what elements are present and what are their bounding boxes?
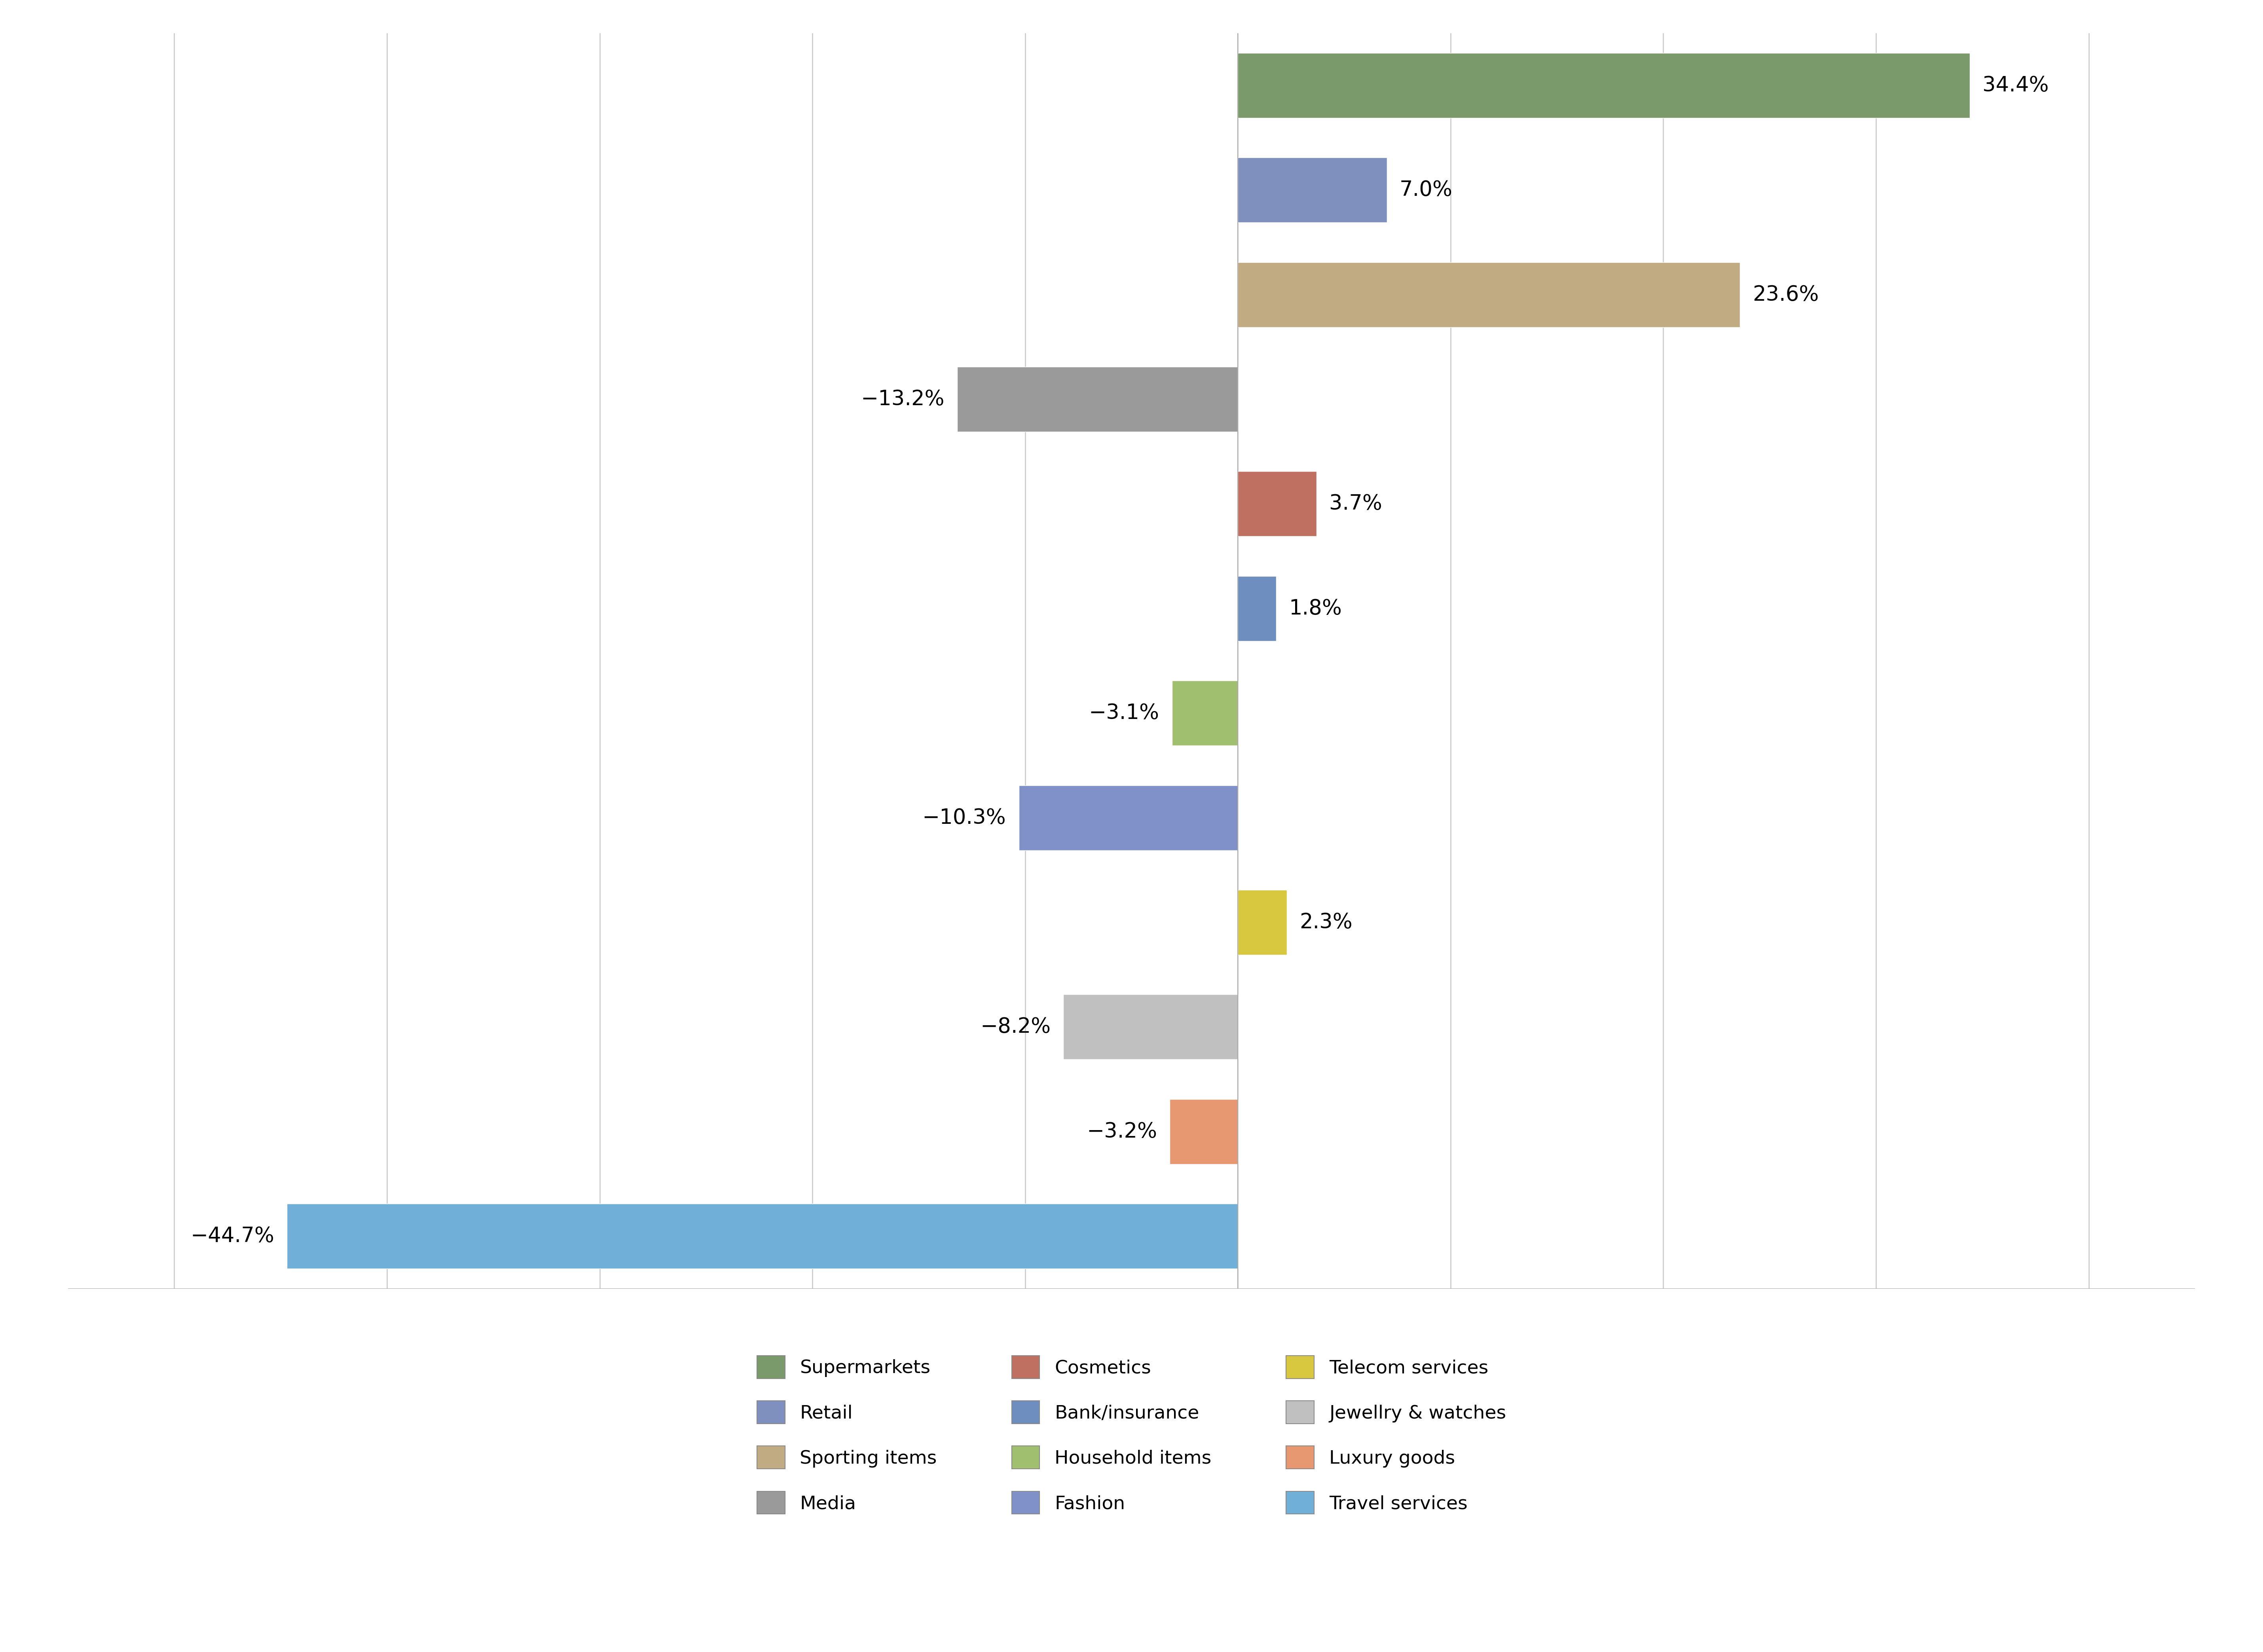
Text: −10.3%: −10.3% [923,808,1007,828]
Bar [1238,471,1317,537]
Bar [957,367,1238,431]
Bar [1064,995,1238,1059]
Legend: Supermarkets, Retail, Sporting items, Media, Cosmetics, Bank/insurance, Househol: Supermarkets, Retail, Sporting items, Me… [749,1348,1514,1521]
Text: 34.4%: 34.4% [1982,74,2048,96]
Text: 23.6%: 23.6% [1752,284,1819,306]
Text: −3.1%: −3.1% [1089,702,1159,724]
Text: 2.3%: 2.3% [1299,912,1353,933]
Text: −44.7%: −44.7% [190,1226,274,1247]
Bar [287,1204,1238,1269]
Bar [1238,890,1288,955]
Text: 3.7%: 3.7% [1328,494,1383,514]
Bar [1018,785,1238,851]
Bar [1238,53,1969,117]
Bar [1238,263,1740,327]
Bar [1238,577,1276,641]
Text: −3.2%: −3.2% [1086,1122,1156,1142]
Text: 7.0%: 7.0% [1399,180,1453,200]
Text: −13.2%: −13.2% [860,388,944,410]
Bar [1170,1099,1238,1165]
Text: 1.8%: 1.8% [1290,598,1342,620]
Bar [1238,157,1387,223]
Bar [1172,681,1238,745]
Text: −8.2%: −8.2% [980,1016,1050,1037]
